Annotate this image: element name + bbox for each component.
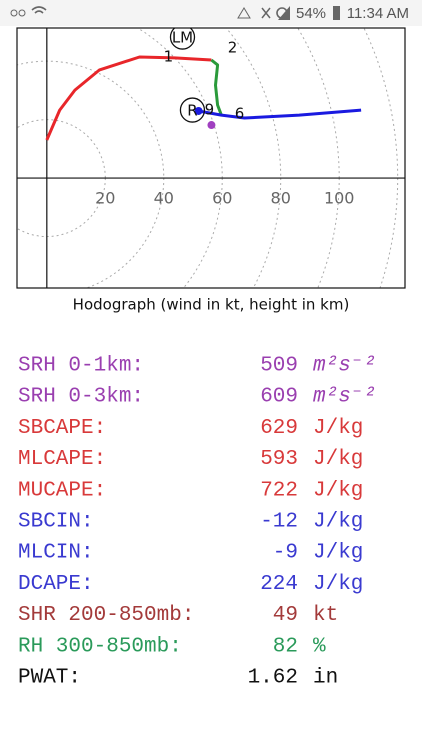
row-label: SBCIN:: [18, 511, 94, 534]
row-label: MUCAPE:: [18, 479, 106, 502]
motion-label: R: [187, 102, 197, 120]
row-label: RH 300-850mb:: [18, 635, 182, 658]
row-value: 82: [273, 635, 298, 658]
row-label: SRH 0-3km:: [18, 386, 144, 409]
row-value: 224: [260, 573, 298, 596]
x-axis-label: Hodograph (wind in kt, height in km): [73, 296, 350, 314]
row-unit: m²s⁻²: [313, 386, 376, 409]
battery-level: 54%: [296, 5, 326, 22]
clock: 11:34 AM: [347, 5, 409, 22]
x-tick-label: 40: [154, 189, 174, 208]
row-label: MLCAPE:: [18, 448, 106, 471]
x-tick-label: 80: [271, 189, 291, 208]
row-unit: %: [313, 635, 326, 658]
row-value: 509: [260, 355, 298, 378]
row-unit: J/kg: [313, 542, 363, 565]
height-label: 2: [228, 38, 238, 56]
row-unit: m²s⁻²: [313, 355, 376, 378]
row-label: DCAPE:: [18, 573, 94, 596]
x-tick-label: 100: [324, 189, 355, 208]
point: [207, 121, 216, 130]
row-label: MLCIN:: [18, 542, 94, 565]
plot-frame: [16, 27, 406, 289]
hodograph-line: [45, 55, 212, 141]
row-unit: J/kg: [313, 479, 363, 502]
x-tick-label: 20: [95, 189, 115, 208]
motion-label: LM: [172, 29, 193, 47]
row-unit: J/kg: [313, 417, 363, 440]
row-value: 609: [260, 386, 298, 409]
row-label: SHR 200-850mb:: [18, 604, 194, 627]
row-value: 1.62: [248, 667, 298, 690]
motion-circle: [169, 28, 196, 50]
hodograph-line: [210, 58, 223, 116]
status-bar: [0, 0, 422, 26]
row-value: -12: [260, 511, 298, 534]
row-value: 722: [260, 479, 298, 502]
height-label: 9: [205, 101, 215, 119]
x-tick-label: 60: [212, 189, 232, 208]
row-label: PWAT:: [18, 667, 81, 690]
height-label: 1: [164, 48, 174, 66]
parameter-table: SRH 0-1km: 509 m²s⁻² SRH 0-3km: 609 m²s⁻² SBCA…: [18, 355, 376, 690]
row-value: 49: [273, 604, 298, 627]
row-value: 593: [260, 448, 298, 471]
row-unit: kt: [313, 604, 338, 627]
row-unit: J/kg: [313, 511, 363, 534]
hodograph-line: [198, 108, 362, 120]
height-label: 6: [235, 105, 245, 123]
row-label: SBCAPE:: [18, 417, 106, 440]
status-icons: [10, 6, 340, 20]
row-unit: J/kg: [313, 573, 363, 596]
row-unit: J/kg: [313, 448, 363, 471]
point: [194, 106, 203, 115]
range-ring: [225, 28, 282, 288]
row-value: -9: [273, 542, 298, 565]
row-value: 629: [260, 417, 298, 440]
row-unit: in: [313, 667, 338, 690]
motion-circle: [179, 97, 206, 123]
row-label: SRH 0-1km:: [18, 355, 144, 378]
